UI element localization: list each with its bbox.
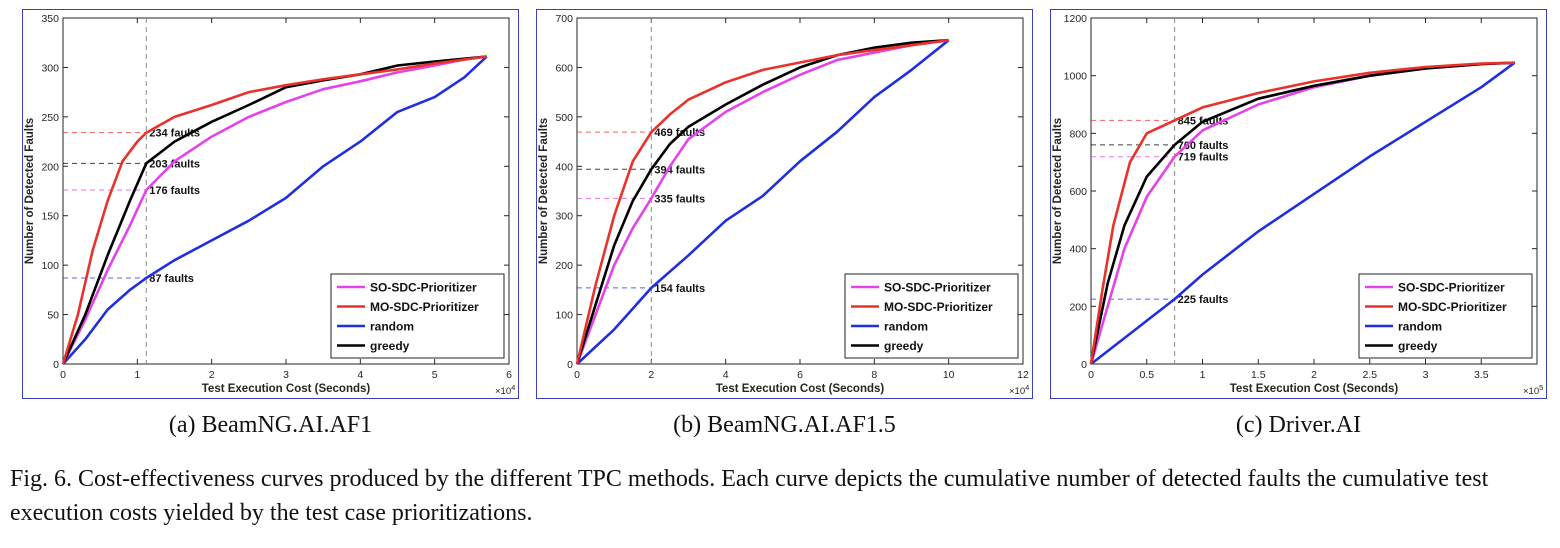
y-tick-label: 400 — [555, 161, 573, 173]
x-tick-label: 3 — [1423, 369, 1429, 381]
legend-label: greedy — [884, 339, 924, 353]
chart-panel-b: 0 2 4 6 8 10 12 0 100 200 300 400 500 600 700 Test Exec… — [536, 9, 1033, 399]
y-tick-label: 1000 — [1064, 71, 1088, 83]
series-line-random — [576, 39, 950, 365]
x-tick-label: 4 — [357, 369, 363, 381]
fault-annotation: 176 faults — [149, 185, 200, 197]
x-tick-label: 6 — [797, 369, 803, 381]
legend-label: SO-SDC-Prioritizer — [1398, 281, 1505, 295]
series-line-greedy — [575, 38, 949, 365]
x-tick-label: 12 — [1017, 369, 1029, 381]
legend-label: random — [884, 320, 928, 334]
x-axis-exponent: ×105 — [1523, 383, 1543, 397]
x-tick-label: 4 — [723, 369, 729, 381]
chart-panel-a: 0 1 2 3 4 5 6 0 50 100 150 200 250 300 350 Test Executi… — [22, 9, 519, 399]
x-tick-label: 2 — [209, 369, 215, 381]
x-tick-label: 1 — [134, 369, 140, 381]
series-line-random — [1090, 61, 1516, 366]
y-tick-label: 800 — [1069, 128, 1087, 140]
fault-annotation: 394 faults — [654, 164, 705, 176]
x-tick-label: 6 — [506, 369, 512, 381]
legend-label: MO-SDC-Prioritizer — [370, 300, 479, 314]
subfigure-caption-a: (a) BeamNG.AI.AF1 — [168, 412, 373, 438]
x-tick-label: 0 — [60, 369, 66, 381]
legend-label: MO-SDC-Prioritizer — [884, 300, 993, 314]
x-tick-label: 0 — [1088, 369, 1094, 381]
y-tick-label: 600 — [1069, 186, 1087, 198]
chart-a-svg: 0 1 2 3 4 5 6 0 50 100 150 200 250 300 350 Test Executi… — [24, 13, 515, 397]
y-tick-label: 200 — [555, 260, 573, 272]
x-tick-label: 10 — [943, 369, 955, 381]
y-tick-label: 300 — [41, 62, 59, 74]
chart-c-svg: 0 0.5 1 1.5 2 2.5 3 3.5 0 200 400 600 800 1000 1200 Tes… — [1052, 13, 1543, 397]
fault-annotation: 234 faults — [149, 128, 200, 140]
y-tick-label: 0 — [567, 359, 573, 371]
series-line-greedy — [61, 55, 487, 365]
x-tick-label: 2 — [1311, 369, 1317, 381]
x-tick-label: 3 — [283, 369, 289, 381]
y-tick-label: 600 — [555, 62, 573, 74]
figure-caption-text: Cost-effectiveness curves produced by th… — [10, 466, 1489, 526]
y-tick-label: 50 — [47, 310, 59, 322]
x-axis-label: Test Execution Cost (Seconds) — [1230, 383, 1399, 395]
subfigure-caption-c: (c) Driver.AI — [1235, 412, 1362, 438]
y-tick-label: 0 — [53, 359, 59, 371]
fault-annotation: 203 faults — [149, 158, 200, 170]
fault-annotation: 87 faults — [149, 273, 194, 285]
x-axis-exponent: ×104 — [1009, 383, 1029, 397]
x-tick-label: 8 — [871, 369, 877, 381]
series-line-mo-sdc-prioritizer — [61, 55, 487, 365]
x-axis-label: Test Execution Cost (Seconds) — [716, 383, 885, 395]
y-tick-label: 350 — [41, 13, 59, 25]
y-tick-label: 300 — [555, 211, 573, 223]
x-tick-label: 2.5 — [1362, 369, 1377, 381]
x-tick-label: 5 — [432, 369, 438, 381]
legend-label: greedy — [1398, 339, 1438, 353]
y-tick-label: 700 — [555, 13, 573, 25]
series-line-so-sdc-prioritizer — [575, 38, 949, 365]
y-tick-label: 400 — [1069, 244, 1087, 256]
series-line-mo-sdc-prioritizer — [575, 38, 949, 365]
y-axis-label: Number of Detected Faults — [538, 118, 550, 264]
legend-label: random — [370, 320, 414, 334]
series-line-greedy — [1089, 61, 1515, 365]
x-tick-label: 1.5 — [1251, 369, 1266, 381]
x-tick-label: 2 — [648, 369, 654, 381]
x-tick-label: 1 — [1200, 369, 1206, 381]
x-tick-label: 3.5 — [1474, 369, 1489, 381]
chart-panel-c: 0 0.5 1 1.5 2 2.5 3 3.5 0 200 400 600 800 1000 1200 Tes… — [1050, 9, 1547, 399]
legend-label: MO-SDC-Prioritizer — [1398, 300, 1507, 314]
legend-label: greedy — [370, 339, 410, 353]
x-tick-label: 0 — [574, 369, 580, 381]
y-tick-label: 100 — [41, 260, 59, 272]
y-tick-label: 100 — [555, 310, 573, 322]
figure-caption-label: Fig. 6. — [10, 466, 73, 492]
y-tick-label: 150 — [41, 211, 59, 223]
x-axis-exponent: ×104 — [495, 383, 515, 397]
figure-caption: Fig. 6. Cost-effectiveness curves produc… — [10, 462, 1550, 530]
series-line-mo-sdc-prioritizer — [1089, 61, 1515, 365]
y-tick-label: 250 — [41, 112, 59, 124]
y-tick-label: 200 — [1069, 301, 1087, 313]
subfigure-caption-b: (b) BeamNG.AI.AF1.5 — [673, 412, 896, 438]
y-tick-label: 1200 — [1064, 13, 1088, 25]
fault-annotation: 719 faults — [1178, 152, 1229, 164]
legend-label: SO-SDC-Prioritizer — [884, 281, 991, 295]
legend-label: SO-SDC-Prioritizer — [370, 281, 477, 295]
y-axis-label: Number of Detected Faults — [24, 118, 36, 264]
x-tick-label: 0.5 — [1139, 369, 1154, 381]
y-tick-label: 500 — [555, 112, 573, 124]
x-axis-label: Test Execution Cost (Seconds) — [202, 383, 371, 395]
y-tick-label: 200 — [41, 161, 59, 173]
legend-label: random — [1398, 320, 1442, 334]
fault-annotation: 154 faults — [654, 283, 705, 295]
series-line-random — [62, 55, 488, 365]
chart-b-svg: 0 2 4 6 8 10 12 0 100 200 300 400 500 600 700 Test Exec… — [538, 13, 1029, 397]
series-line-so-sdc-prioritizer — [61, 55, 487, 365]
fault-annotation: 335 faults — [654, 193, 705, 205]
fault-annotation: 225 faults — [1178, 294, 1229, 306]
y-tick-label: 0 — [1081, 359, 1087, 371]
y-axis-label: Number of Detected Faults — [1052, 118, 1064, 264]
